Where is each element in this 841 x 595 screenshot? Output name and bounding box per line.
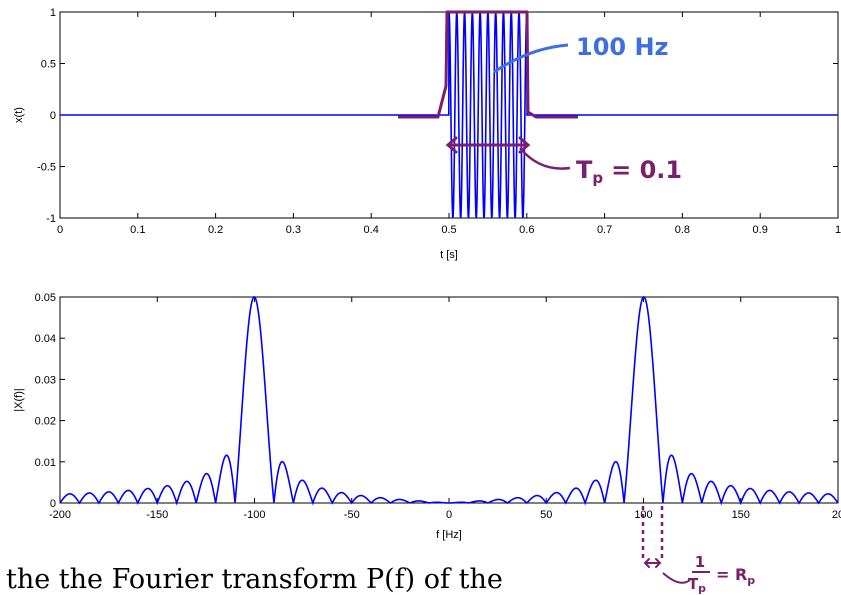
freq-ytick-label: 0.02: [35, 416, 56, 428]
freq-xtick-label: 150: [732, 509, 750, 521]
freq-xtick-label: -150: [146, 509, 168, 521]
freq-ytick-label: 0: [50, 498, 56, 510]
freq-xtick-label: -50: [344, 509, 360, 521]
time-ytick-label: -0.5: [37, 162, 56, 174]
time-ytick-label: 1: [50, 7, 56, 19]
freq-ylabel: |X(f)|: [13, 388, 25, 411]
time-xtick-label: 0.2: [208, 224, 223, 236]
freq-ticks: -200-150-100-50050100150200.050.040.030.…: [35, 292, 841, 521]
freq-ytick-label: 0.05: [35, 292, 56, 304]
duration-leader: [519, 147, 571, 170]
time-xlabel: t [s]: [440, 249, 458, 261]
freq-xtick-label: 20: [832, 509, 841, 521]
time-ytick-label: -1: [46, 213, 56, 225]
frequency-domain-chart: -200-150-100-50050100150200.050.040.030.…: [13, 292, 841, 595]
null-spacing-arrow: [643, 558, 662, 568]
fraction-numerator: 1: [695, 553, 705, 571]
freq-xtick-label: 50: [540, 509, 552, 521]
freq-xtick-label: -100: [243, 509, 265, 521]
duration-label: Tp = 0.1: [576, 156, 682, 187]
time-ylabel: x(t): [13, 107, 25, 123]
null-spacing-dashes: [641, 506, 664, 560]
freq-ytick-label: 0.03: [35, 374, 56, 386]
time-domain-chart: 0 0.1 0.2 0.3 0.4 0.5 0.6 0.7 0.8 0.9 1 1 0.5 0 -0.5 -1…: [13, 7, 841, 261]
freq-xtick-label: 0: [446, 509, 452, 521]
time-xtick-label: 0.4: [364, 224, 379, 236]
frequency-label: 100 Hz: [576, 33, 669, 61]
freq-xtick-label: -200: [49, 509, 71, 521]
freq-xlabel: f [Hz]: [436, 529, 462, 541]
fraction-denominator: Tp: [688, 575, 706, 595]
time-xtick-label: 0.6: [519, 224, 534, 236]
time-ticks: 0 0.1 0.2 0.3 0.4 0.5 0.6 0.7 0.8 0.9 1 1 0.5 0 -0.5 -1: [37, 7, 841, 236]
time-signal-line: [60, 11, 838, 219]
time-xtick-label: 1: [835, 224, 841, 236]
time-xtick-label: 0.5: [441, 224, 456, 236]
time-ytick-label: 0: [50, 110, 56, 122]
time-ytick-label: 0.5: [41, 59, 56, 71]
freq-ytick-label: 0.04: [35, 333, 56, 345]
time-xtick-label: 0.1: [130, 224, 145, 236]
null-spacing-leader: [662, 572, 691, 584]
frequency-leader: [493, 43, 569, 74]
time-xtick-label: 0.3: [286, 224, 301, 236]
fraction-rhs: = Rp: [716, 565, 755, 587]
freq-axes-box: [59, 296, 839, 504]
time-xtick-label: 0.8: [675, 224, 690, 236]
pulse-envelope-annotation: [398, 10, 578, 119]
freq-ytick-label: 0.01: [35, 457, 56, 469]
null-spacing-label: 1 Tp = Rp: [688, 553, 755, 595]
time-xtick-label: 0.7: [597, 224, 612, 236]
time-xtick-label: 0: [57, 224, 63, 236]
caption-text: the the Fourier transform P(f) of the: [6, 564, 503, 595]
magnitude-spectrum-line: [59, 296, 839, 506]
time-xtick-label: 0.9: [753, 224, 768, 236]
